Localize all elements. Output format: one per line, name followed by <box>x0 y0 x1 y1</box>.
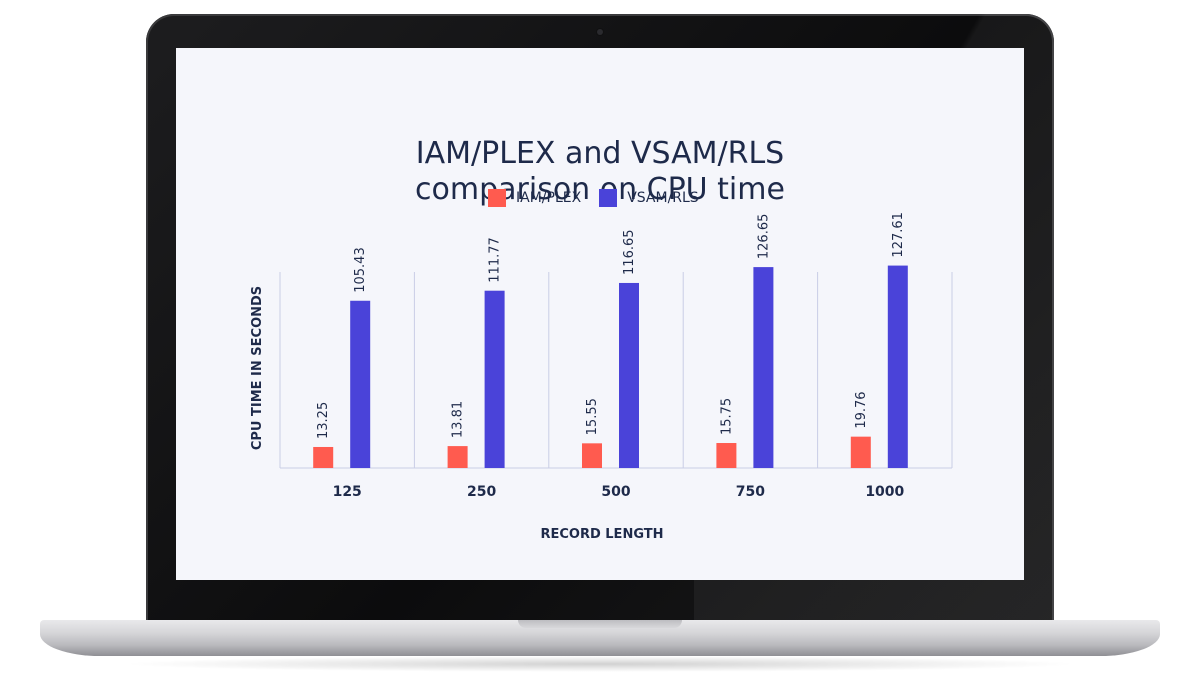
chart-title-line-1: IAM/PLEX and VSAM/RLS <box>415 136 785 171</box>
camera-icon <box>597 29 603 35</box>
x-tick-label: 1000 <box>865 484 904 500</box>
bar-iam-plex <box>582 443 602 468</box>
bar-vsam-rls <box>484 290 505 468</box>
bar-iam-plex <box>716 443 737 468</box>
data-label: 126.65 <box>756 214 771 260</box>
bar-iam-plex <box>850 436 871 468</box>
bar-iam-plex <box>447 446 468 468</box>
x-tick-label: 750 <box>736 484 765 500</box>
chart-screen: IAM/PLEX and VSAM/RLS comparison on CPU … <box>176 48 1024 580</box>
legend-item-vsam-rls: VSAM/RLS <box>599 189 699 207</box>
data-label: 111.77 <box>488 237 503 283</box>
legend-swatch-iam-plex <box>488 189 506 207</box>
laptop-notch <box>518 620 682 628</box>
bar-vsam-rls <box>619 282 639 468</box>
legend-swatch-vsam-rls <box>599 189 618 207</box>
data-label: 15.55 <box>585 398 600 435</box>
data-label: 105.43 <box>353 247 368 293</box>
bar-vsam-rls <box>753 267 774 468</box>
legend-label-vsam-rls: VSAM/RLS <box>627 190 699 206</box>
data-label: 13.81 <box>451 401 466 438</box>
chart-legend: IAM/PLEX VSAM/RLS <box>488 188 717 208</box>
bar-vsam-rls <box>350 300 371 468</box>
x-tick-label: 500 <box>601 484 630 500</box>
laptop-shadow <box>120 656 1080 672</box>
data-label: 116.65 <box>622 229 637 274</box>
data-label: 127.61 <box>891 212 906 258</box>
bar-chart: CPU TIME IN SECONDS RECORD LENGTH 125 13.… <box>250 212 953 542</box>
legend-label-iam-plex: IAM/PLEX <box>516 190 582 206</box>
x-tick-label: 250 <box>467 484 496 500</box>
bar-vsam-rls <box>887 265 908 468</box>
y-axis-label: CPU TIME IN SECONDS <box>250 286 265 450</box>
x-axis-label: RECORD LENGTH <box>540 527 663 542</box>
data-label: 15.75 <box>719 398 734 435</box>
bar-iam-plex <box>313 446 334 468</box>
data-label: 19.76 <box>854 391 869 428</box>
legend-item-iam-plex: IAM/PLEX <box>488 189 581 207</box>
x-tick-label: 125 <box>333 484 362 500</box>
data-label: 13.25 <box>316 402 331 439</box>
